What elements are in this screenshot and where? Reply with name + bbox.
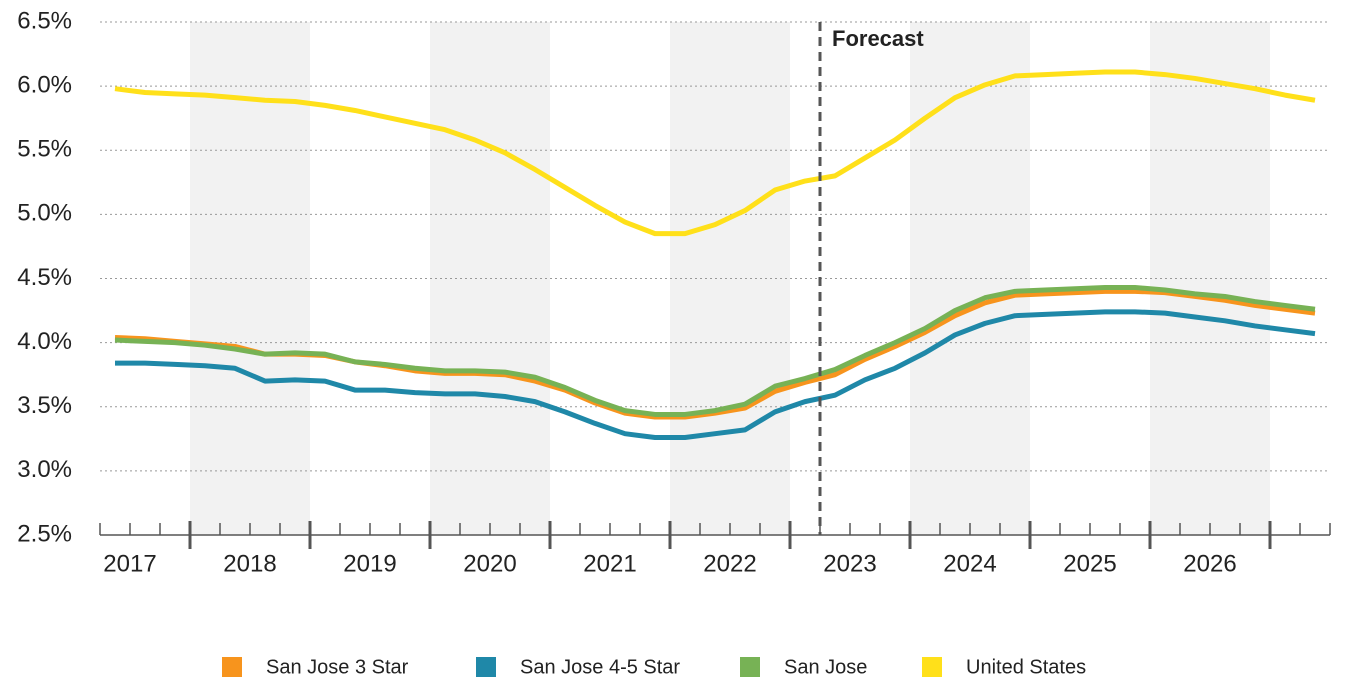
x-tick-label: 2019 (343, 550, 396, 577)
y-tick-label: 2.5% (17, 520, 72, 547)
x-tick-label: 2020 (463, 550, 516, 577)
x-tick-label: 2024 (943, 550, 996, 577)
legend-swatch (740, 657, 760, 677)
x-tick-label: 2026 (1183, 550, 1236, 577)
series-line (115, 309, 1316, 441)
y-tick-label: 3.5% (17, 392, 72, 419)
y-tick-label: 6.5% (17, 7, 72, 34)
y-tick-label: 5.0% (17, 200, 72, 227)
legend-label: San Jose 3 Star (266, 656, 409, 678)
legend-swatch (922, 657, 942, 677)
x-tick-label: 2022 (703, 550, 756, 577)
series-line (114, 284, 1316, 417)
forecast-label: Forecast (832, 26, 924, 51)
legend-label: San Jose (784, 656, 867, 678)
y-tick-label: 4.5% (17, 264, 72, 291)
series-line (114, 69, 1316, 237)
legend-label: San Jose 4-5 Star (520, 656, 680, 678)
legend-swatch (222, 657, 242, 677)
y-tick-label: 5.5% (17, 136, 72, 163)
x-tick-label: 2025 (1063, 550, 1116, 577)
x-tick-label: 2017 (103, 550, 156, 577)
legend-swatch (476, 657, 496, 677)
legend-label: United States (966, 656, 1086, 678)
y-tick-label: 6.0% (17, 71, 72, 98)
x-tick-label: 2021 (583, 550, 636, 577)
y-tick-label: 4.0% (17, 328, 72, 355)
x-tick-label: 2023 (823, 550, 876, 577)
y-tick-label: 3.0% (17, 456, 72, 483)
x-tick-label: 2018 (223, 550, 276, 577)
